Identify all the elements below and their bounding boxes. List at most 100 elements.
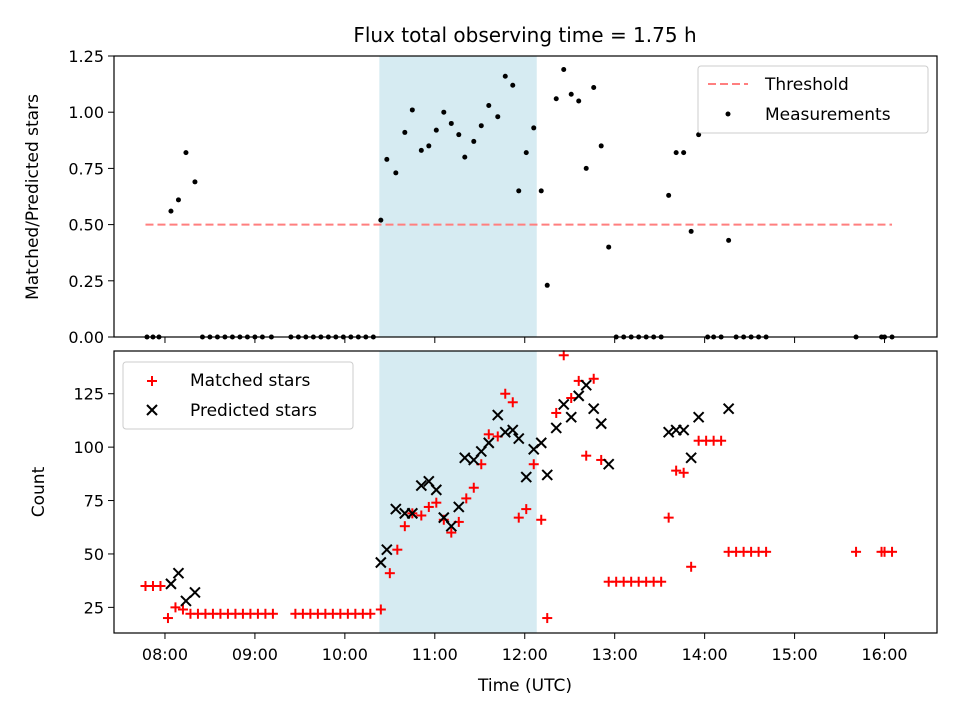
bottom-panel: 25 50 75 100 125 08:00 09:00 10:00 11:00 12:00 13… xyxy=(29,350,938,696)
predicted-star-point xyxy=(445,520,458,532)
matched-star-point xyxy=(566,393,577,403)
top-y-tick-label: 0.75 xyxy=(68,159,104,178)
matched-star-point xyxy=(392,544,403,555)
measurement-point xyxy=(576,98,582,104)
matched-star-point xyxy=(365,608,376,619)
measurement-point xyxy=(696,132,702,138)
matched-star-point xyxy=(716,435,727,446)
legend-measurements-label: Measurements xyxy=(765,105,891,125)
x-tick-label: 15:00 xyxy=(772,645,818,664)
top-y-tick-label: 1.00 xyxy=(68,103,104,122)
predicted-star-point xyxy=(558,398,570,411)
predicted-star-point xyxy=(573,390,585,402)
x-tick-label: 09:00 xyxy=(232,645,278,664)
measurement-point xyxy=(384,156,390,162)
matched-star-point xyxy=(663,512,674,523)
x-axis-label: Time (UTC) xyxy=(477,676,572,696)
top-y-tick-label: 1.25 xyxy=(68,47,104,66)
bottom-y-axis: 25 50 75 100 125 xyxy=(73,385,114,617)
x-tick-label: 12:00 xyxy=(502,645,548,664)
matched-star-point xyxy=(542,613,553,624)
predicted-star-point xyxy=(507,424,519,436)
top-x-ticks xyxy=(164,337,886,343)
matched-stars-points xyxy=(140,350,898,624)
measurement-point xyxy=(471,138,477,144)
top-legend-box xyxy=(697,65,929,134)
predicted-star-point xyxy=(550,422,562,434)
measurement-point xyxy=(456,132,462,138)
matched-star-point xyxy=(384,568,395,579)
matched-star-point xyxy=(558,350,569,361)
matched-star-point xyxy=(761,546,772,557)
measurement-point xyxy=(544,282,550,288)
matched-star-point xyxy=(671,465,682,476)
measurement-point xyxy=(486,102,492,108)
measurement-point xyxy=(583,165,589,171)
measurement-point xyxy=(681,150,687,156)
measurement-point xyxy=(598,143,604,149)
measurement-point xyxy=(175,197,181,203)
top-y-tick-label: 0.25 xyxy=(68,272,104,291)
measurement-point xyxy=(502,73,508,79)
top-y-tick-label: 0.00 xyxy=(68,328,104,347)
predicted-star-point xyxy=(662,426,675,438)
top-y-axis: 0.00 0.25 0.50 0.75 1.00 1.25 xyxy=(68,47,114,347)
measurement-point xyxy=(606,244,612,250)
predicted-star-point xyxy=(381,543,393,556)
matched-star-point xyxy=(536,514,547,525)
top-y-axis-label: Matched/Predicted stars xyxy=(23,94,43,300)
matched-star-point xyxy=(468,482,479,493)
measurement-point xyxy=(462,154,468,160)
predicted-star-point xyxy=(677,424,690,436)
matched-star-point xyxy=(588,373,599,384)
measurement-point xyxy=(591,84,597,90)
measurement-point xyxy=(409,107,415,113)
matched-star-point xyxy=(528,459,539,470)
predicted-star-point xyxy=(189,586,201,599)
measurement-points xyxy=(144,66,895,340)
predicted-star-point xyxy=(492,409,504,421)
predicted-star-point xyxy=(483,437,495,449)
legend-matched-label: Matched stars xyxy=(190,371,310,391)
matched-star-point xyxy=(581,450,592,461)
top-legend: Threshold Measurements xyxy=(697,65,929,134)
predicted-star-point xyxy=(390,503,402,515)
top-frame xyxy=(113,55,938,338)
measurement-point xyxy=(426,143,432,149)
x-tick-label: 14:00 xyxy=(682,645,728,664)
measurement-point xyxy=(516,188,522,194)
predicted-star-point xyxy=(535,437,547,449)
matched-star-point xyxy=(500,388,511,399)
measurement-point xyxy=(531,125,537,131)
legend-threshold-label: Threshold xyxy=(764,75,849,95)
predicted-star-point xyxy=(406,507,419,520)
measurement-point xyxy=(393,170,399,176)
measurement-point xyxy=(378,217,384,223)
matched-star-point xyxy=(162,613,173,624)
x-tick-label: 08:00 xyxy=(142,645,188,664)
predicted-star-point xyxy=(602,458,615,470)
predicted-star-point xyxy=(165,578,177,590)
x-tick-label: 10:00 xyxy=(322,645,368,664)
predicted-star-point xyxy=(513,432,525,445)
measurement-point xyxy=(666,192,672,198)
measurement-point xyxy=(448,120,454,126)
measurement-point xyxy=(523,150,529,156)
matched-star-point xyxy=(851,546,862,557)
predicted-star-point xyxy=(375,556,387,569)
predicted-star-point xyxy=(580,379,592,391)
matched-star-point xyxy=(416,510,427,521)
predicted-star-point xyxy=(172,567,185,579)
measurement-point xyxy=(561,66,567,72)
predicted-star-point xyxy=(692,411,705,423)
predicted-star-point xyxy=(685,452,697,464)
measurement-point xyxy=(510,82,516,88)
predicted-star-point xyxy=(565,411,577,423)
top-panel: 0.00 0.25 0.50 0.75 1.00 1.25 Matched/Predict… xyxy=(23,47,938,347)
measurement-point xyxy=(192,179,198,185)
legend-predicted-label: Predicted stars xyxy=(190,401,317,421)
measurement-point xyxy=(441,109,447,115)
x-tick-label: 16:00 xyxy=(861,645,907,664)
predicted-star-point xyxy=(595,417,607,430)
